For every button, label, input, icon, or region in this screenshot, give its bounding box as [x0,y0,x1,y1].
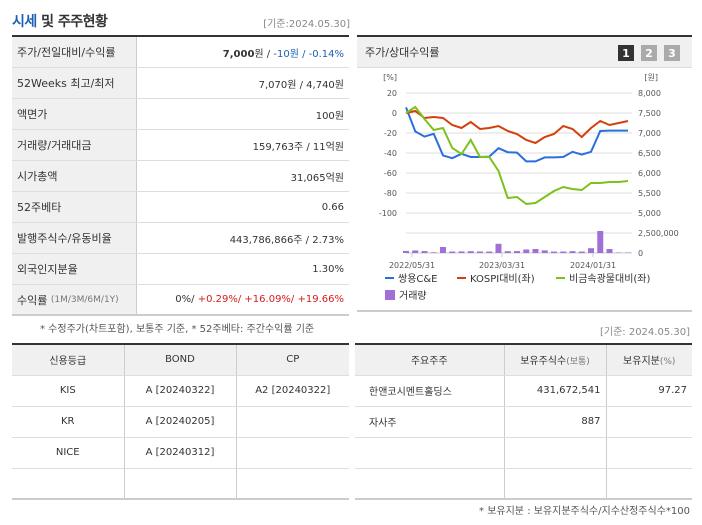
table-row: KIS A [20240322] A2 [20240322] [12,375,349,407]
table-row: KR A [20240205] [12,406,349,438]
quote-row: 52Weeks 최고/최저 7,070원 / 4,740원 [12,68,349,99]
svg-text:[원]: [원] [644,73,658,82]
quote-row: 외국인지분율 1.30% [12,254,349,285]
quote-row: 52주베타 0.66 [12,192,349,223]
major-shareholders-table: 주요주주 보유주식수(보통) 보유지분(%) 한앤코시멘트홀딩스 431,672,54… [355,343,692,500]
quote-row-returns: 수익률 (1M/3M/6M/1Y) 0%/ +0.29%/ +16.09%/ +1… [12,285,349,316]
svg-text:5,500: 5,500 [638,189,661,198]
svg-text:5,000: 5,000 [638,209,661,218]
svg-text:거래량: 거래량 [399,290,427,302]
chart-page-3-button[interactable]: 3 [664,45,680,61]
asof-date-2: [기준: 2024.05.30] [599,327,690,338]
svg-text:-60: -60 [384,169,397,178]
chart-title: 주가/상대수익률 [365,46,440,59]
svg-text:[%]: [%] [383,73,397,82]
credit-rating-table: 신용등급 BOND CP KIS A [20240322] A2 [20240322] … [12,343,349,500]
svg-text:0: 0 [392,109,397,118]
asof-date: [기준:2024.05.30] [263,19,350,30]
table-row: 한앤코시멘트홀딩스 431,672,541 97.27 [355,375,692,407]
svg-text:-40: -40 [384,149,397,158]
svg-text:-20: -20 [384,129,397,138]
quote-row: 액면가 100원 [12,99,349,130]
quote-note: * 수정주가(차트포함), 보통주 기준, * 52주베타: 주간수익률 기준 [40,324,315,335]
quote-table: 주가/전일대비/수익률 7,000원 / -10원 / -0.14% 52Week… [12,35,349,316]
svg-text:-100: -100 [379,209,397,218]
chart-page-1-button[interactable]: 1 [618,45,634,61]
chart-page-2-button[interactable]: 2 [641,45,657,61]
holders-note: * 보유지분 : 보유지분주식수/지수산정주식수*100 [479,506,690,517]
quote-row: 발행주식수/유동비율 443,786,866주 / 2.73% [12,223,349,254]
svg-text:비금속광물대비(좌): 비금속광물대비(좌) [569,273,651,285]
svg-text:7,000: 7,000 [638,129,661,138]
svg-text:KOSPI대비(좌): KOSPI대비(좌) [470,273,535,285]
svg-text:8,000: 8,000 [638,89,661,98]
quote-row-price: 주가/전일대비/수익률 7,000원 / -10원 / -0.14% [12,37,349,68]
svg-text:6,500: 6,500 [638,149,661,158]
svg-text:2023/03/31: 2023/03/31 [479,261,525,270]
table-row [355,468,692,500]
svg-text:6,000: 6,000 [638,169,661,178]
svg-text:0: 0 [638,249,643,258]
table-row [12,468,349,500]
price-chart: [%] [원] 20 8,000 0 7,500 -20 7,000 -40 6,500 -60 6,… [379,73,679,302]
table-row: 자사주 887 [355,406,692,438]
svg-text:2024/01/31: 2024/01/31 [570,261,616,270]
svg-text:2,500,000: 2,500,000 [638,229,679,238]
svg-text:20: 20 [387,89,397,98]
page-title: 시세 및 주주현황 [12,14,108,30]
quote-row: 시가총액 31,065억원 [12,161,349,192]
svg-text:쌍용C&E: 쌍용C&E [398,273,438,285]
table-row [355,437,692,469]
svg-text:-80: -80 [384,189,397,198]
svg-text:7,500: 7,500 [638,109,661,118]
svg-text:2022/05/31: 2022/05/31 [389,261,435,270]
table-row: NICE A [20240312] [12,437,349,469]
quote-row: 거래량/거래대금 159,763주 / 11억원 [12,130,349,161]
